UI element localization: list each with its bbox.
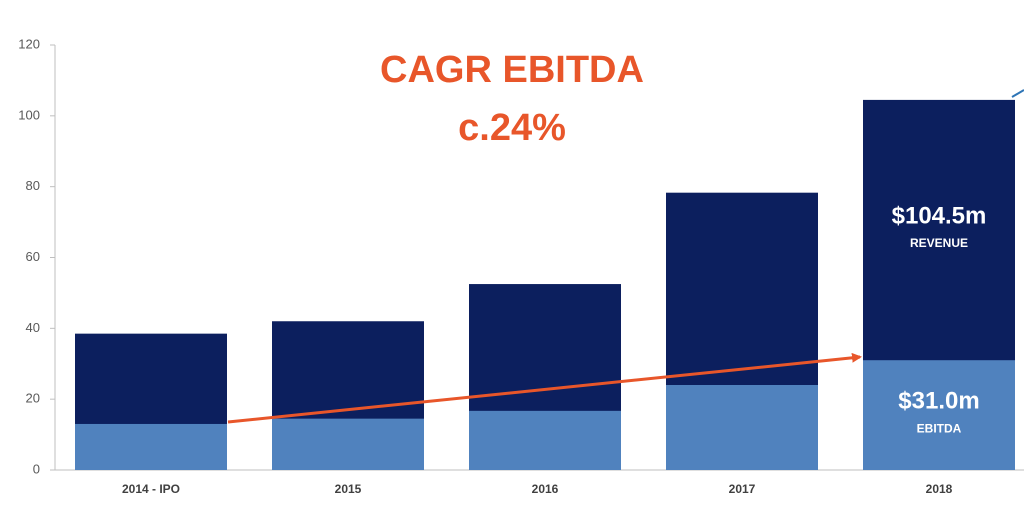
y-tick-label: 40 [26,320,40,335]
x-tick-label: 2015 [335,482,362,496]
x-tick-label: 2016 [532,482,559,496]
decoration [1011,89,1024,98]
y-tick-label: 0 [33,461,40,476]
bar [666,385,818,470]
y-tick-label: 120 [18,36,40,51]
x-tick-label: 2017 [729,482,756,496]
data-label: $104.5m [892,202,987,229]
annotation: CAGR EBITDA [380,49,644,91]
bar [75,423,227,470]
bar [272,418,424,470]
y-tick-label: 60 [26,249,40,264]
x-tick-label: 2014 - IPO [122,482,180,496]
y-tick-label: 100 [18,107,40,122]
data-label: $31.0m [898,387,979,414]
trend-arrow [227,352,862,424]
series-label: EBITDA [917,421,962,435]
y-tick-label: 20 [26,391,40,406]
x-tick-label: 2018 [926,482,953,496]
y-tick-label: 80 [26,178,40,193]
annotation: c.24% [458,107,566,149]
bar [469,410,621,470]
series-label: REVENUE [910,236,968,250]
bar [863,360,1015,470]
